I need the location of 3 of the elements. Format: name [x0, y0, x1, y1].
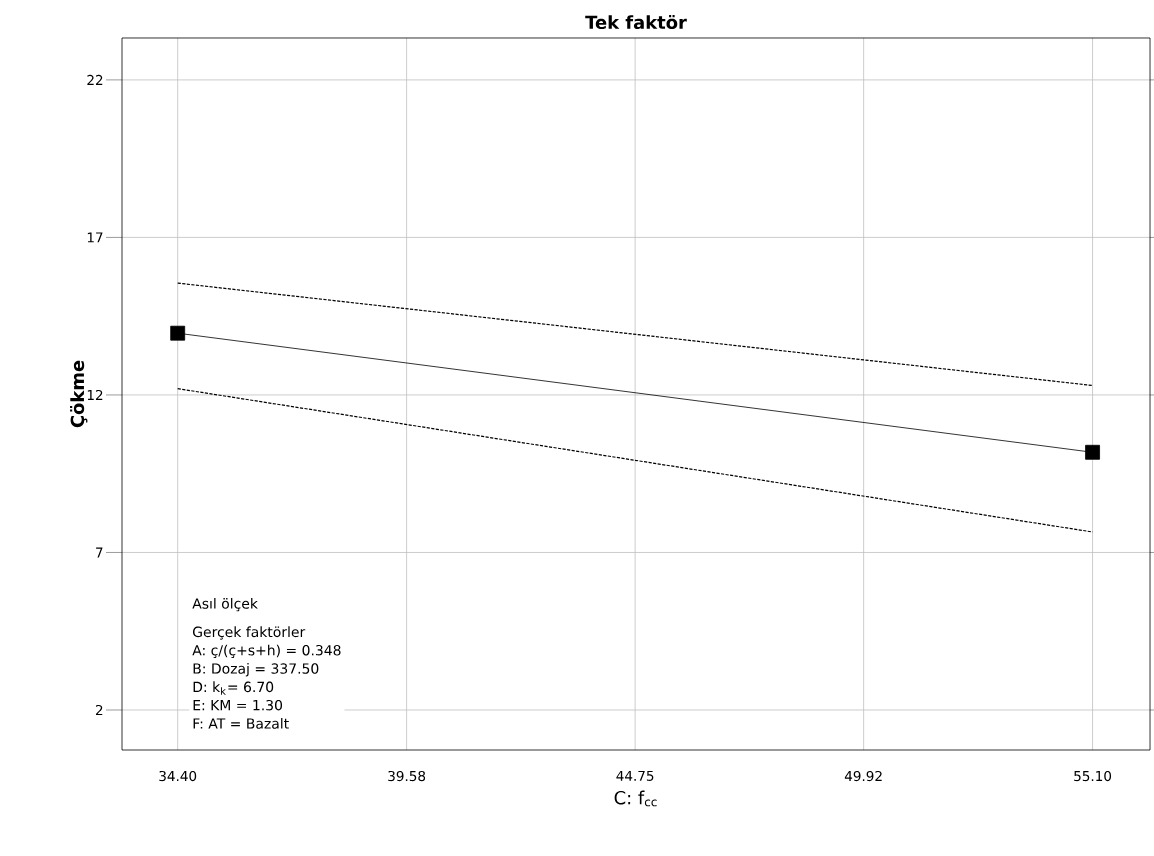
- chart-title: Tek faktör: [585, 14, 687, 30]
- y-axis-title: Çökme: [70, 360, 88, 428]
- x-axis-title: C: f$_{cc}$: [614, 790, 657, 807]
